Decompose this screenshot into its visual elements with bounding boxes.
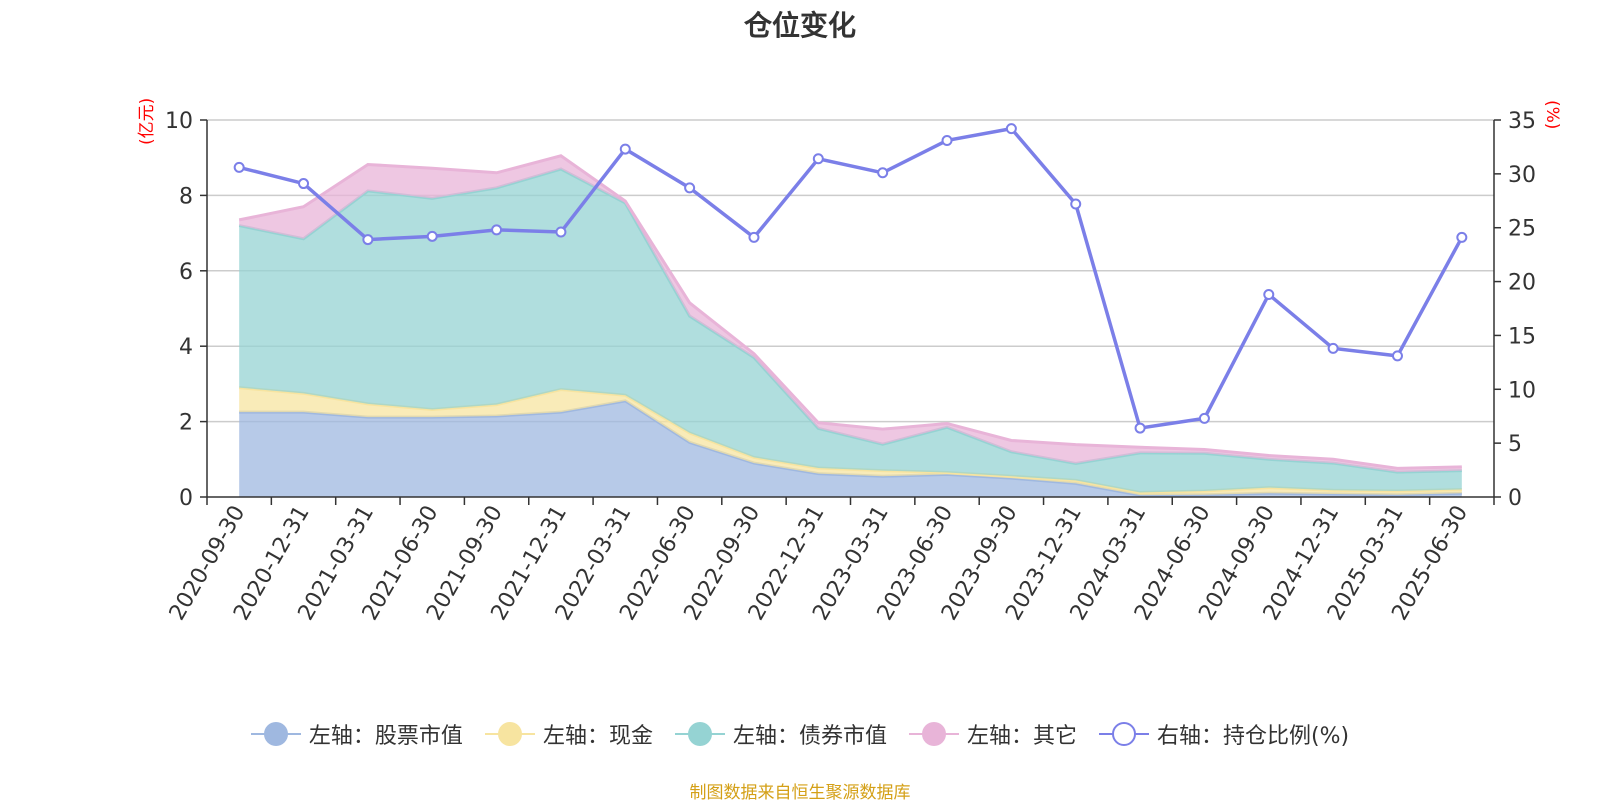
line-point <box>941 134 953 146</box>
right-axis-tick-label: 10 <box>1508 378 1536 403</box>
left-axis-tick-label: 6 <box>179 260 193 285</box>
line-point <box>1327 342 1339 354</box>
legend-item[interactable]: 左轴：现金 <box>484 718 653 750</box>
line-point <box>684 182 696 194</box>
right-axis-tick-label: 30 <box>1508 163 1536 188</box>
legend-label: 左轴：其它 <box>966 724 1077 749</box>
line-point <box>1263 288 1275 300</box>
area-左轴：现金 <box>239 387 1462 496</box>
right-axis-unit: (%) <box>1542 100 1562 130</box>
legend-item[interactable]: 左轴：债券市值 <box>674 718 887 750</box>
right-axis-tick-label: 15 <box>1508 324 1536 349</box>
line-point <box>1391 350 1403 362</box>
line-point <box>555 226 567 238</box>
legend-item[interactable]: 左轴：股票市值 <box>250 718 463 750</box>
line-point <box>1070 198 1082 210</box>
right-axis-tick-label: 5 <box>1508 432 1522 457</box>
line-series <box>238 126 1464 431</box>
line-point <box>362 234 374 246</box>
legend-swatch <box>250 722 301 746</box>
line-point <box>233 161 245 173</box>
area-左轴：其它 <box>239 155 1462 473</box>
line-point <box>298 178 310 190</box>
line-point <box>491 224 503 236</box>
line-point <box>619 143 631 155</box>
legend-swatch <box>674 722 725 746</box>
legend-swatch <box>484 722 535 746</box>
line-point <box>748 231 760 243</box>
left-axis-tick-label: 4 <box>179 335 193 360</box>
legend-label: 左轴：现金 <box>542 724 653 749</box>
legend-swatch <box>1098 722 1149 746</box>
source-footer: 制图数据来自恒生聚源数据库 <box>689 783 911 803</box>
legend-swatch <box>908 722 959 746</box>
right-axis-tick-label: 20 <box>1508 271 1536 296</box>
chart-title: 仓位变化 <box>743 9 856 42</box>
right-axis-tick-label: 35 <box>1508 109 1536 134</box>
line-point <box>1456 231 1468 243</box>
legend-label: 左轴：债券市值 <box>732 724 887 749</box>
area-左轴：债券市值 <box>239 169 1462 493</box>
left-axis-tick-label: 10 <box>165 109 193 134</box>
right-axis-tick-label: 0 <box>1508 486 1522 511</box>
legend-item[interactable]: 右轴：持仓比例(%) <box>1098 718 1350 750</box>
legend: 左轴：股票市值 左轴：现金 左轴：债券市值 左轴：其它 右轴：持仓比例(%) <box>0 718 1600 750</box>
legend-label: 左轴：股票市值 <box>308 724 463 749</box>
left-axis-tick-label: 0 <box>179 486 193 511</box>
left-axis-tick-label: 2 <box>179 411 193 436</box>
area-左轴：股票市值 <box>239 400 1462 497</box>
line-point <box>812 153 824 165</box>
right-axis-tick-label: 25 <box>1508 217 1536 242</box>
legend-label: 右轴：持仓比例(%) <box>1156 724 1350 749</box>
line-point <box>877 167 889 179</box>
legend-item[interactable]: 左轴：其它 <box>908 718 1077 750</box>
left-axis-unit: (亿元) <box>137 97 157 145</box>
area-edge-左轴：其它 <box>238 154 1462 470</box>
line-point <box>1198 412 1210 424</box>
line-point <box>1005 123 1017 135</box>
left-axis-tick-label: 8 <box>179 184 193 209</box>
line-point <box>1134 422 1146 434</box>
line-point <box>426 230 438 242</box>
